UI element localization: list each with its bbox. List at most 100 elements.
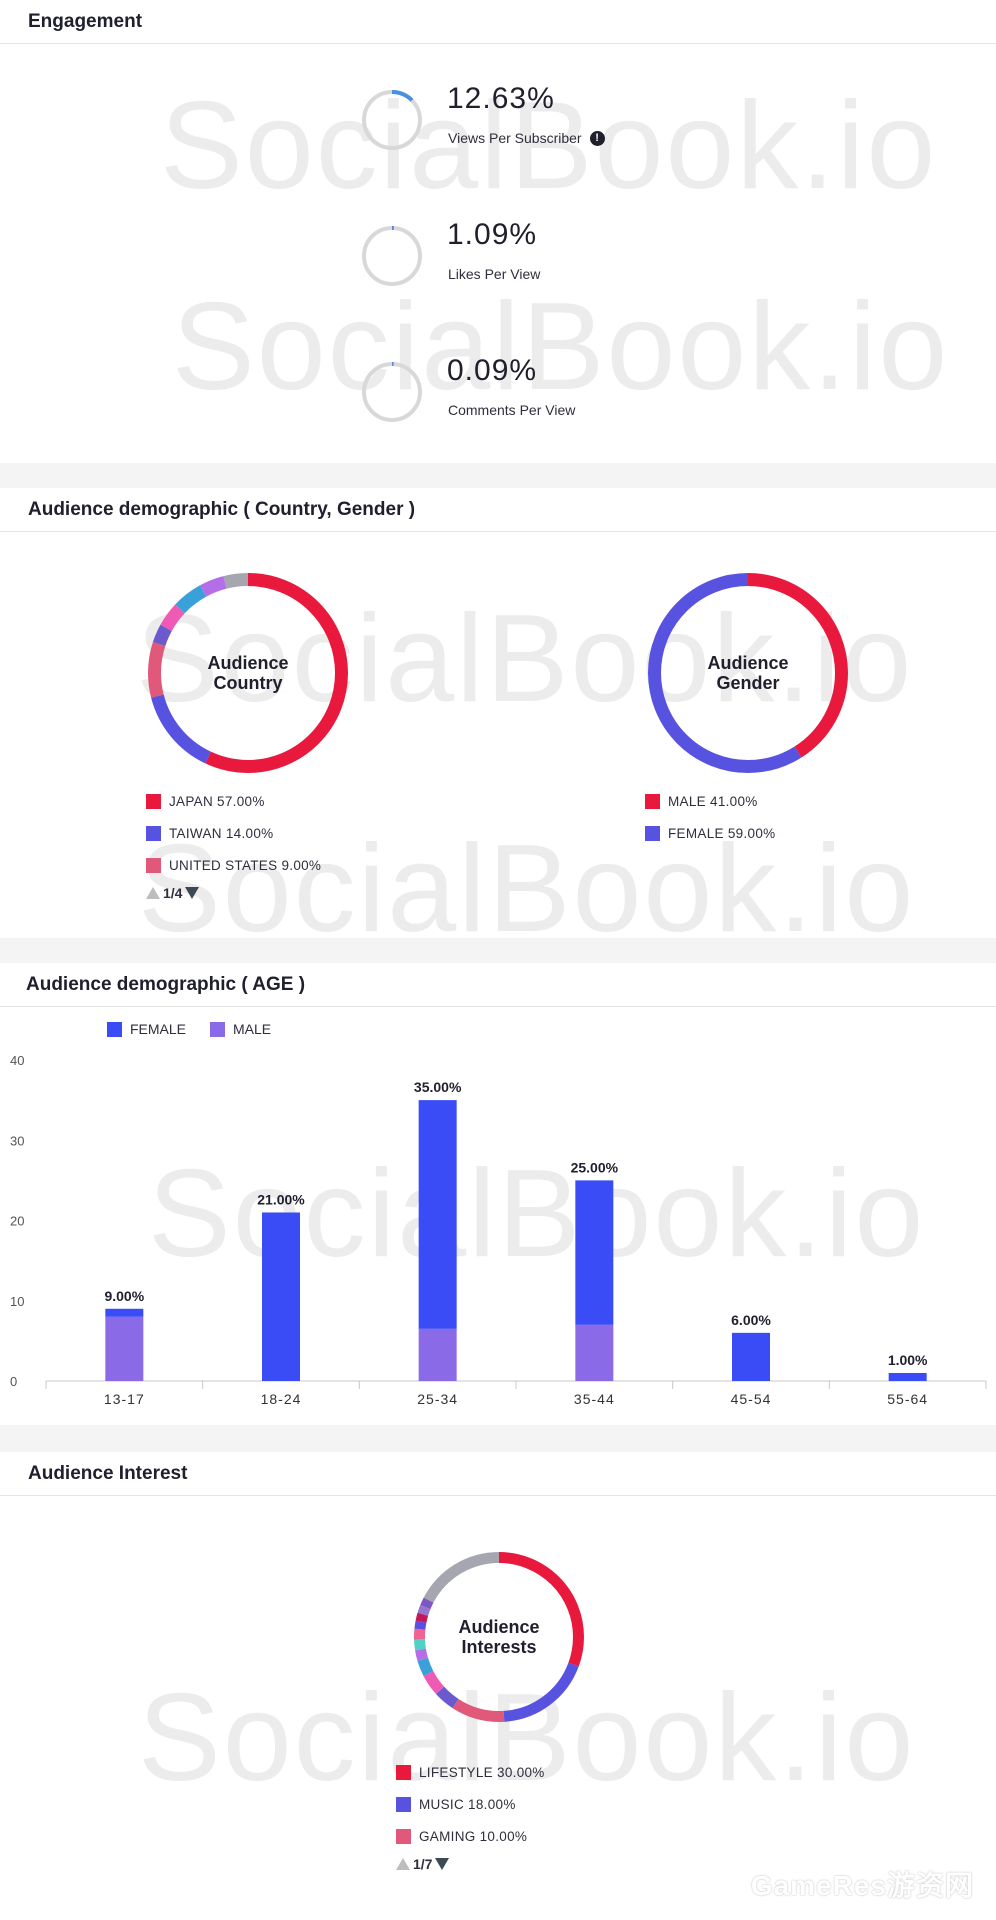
bar-female[interactable] [418, 1100, 457, 1329]
donut-center-label: Country [213, 673, 283, 693]
demographic-title: Audience demographic ( Country, Gender ) [0, 488, 996, 532]
legend-label: MALE [233, 1021, 272, 1037]
data-label: 35.00% [414, 1079, 462, 1095]
donut-center-label: Interests [461, 1637, 537, 1657]
bar-male[interactable] [105, 1316, 144, 1381]
brand-watermark: GameRes游资网 [750, 1870, 974, 1901]
legend-swatch [396, 1796, 411, 1812]
donut-segment[interactable] [648, 573, 848, 773]
legend-label: FEMALE [130, 1021, 187, 1037]
demographic-age-card: SocialBook.io Audience demographic ( AGE… [0, 963, 996, 1425]
bar-female[interactable] [262, 1212, 300, 1381]
legend-label: TAIWAN 14.00% [169, 825, 274, 841]
data-label: 21.00% [257, 1191, 305, 1207]
x-tick-label: 35-44 [574, 1391, 615, 1407]
gender-donut[interactable]: Audience Gender [647, 572, 849, 774]
demographic-country-gender-card: SocialBook.io SocialBook.io Audience dem… [0, 488, 996, 938]
legend-item[interactable]: MALE 41.00% [645, 785, 775, 817]
donut-center-label: Audience [707, 653, 789, 673]
donut-segment[interactable] [148, 573, 348, 773]
x-tick-label: 13-17 [104, 1391, 145, 1407]
legend-item[interactable]: TAIWAN 14.00% [146, 817, 321, 849]
legend-swatch [645, 825, 660, 841]
engagement-title: Engagement [0, 0, 996, 44]
metric-views-per-subscriber: 12.63% Views Per Subscriber ! [360, 82, 760, 172]
metric-likes-per-view: 1.09% Likes Per View [360, 218, 760, 308]
metric-label: Likes Per View [448, 266, 541, 282]
legend-item[interactable]: MUSIC 18.00% [396, 1788, 545, 1820]
ring-track [362, 226, 422, 286]
gender-legend: MALE 41.00% FEMALE 59.00% [645, 785, 775, 849]
country-donut-chart [148, 573, 348, 773]
age-bar-chart: 0 10 20 30 40 9.00% 13-17 21.00% 18-24 35.00% 25-3… [10, 1053, 987, 1407]
metric-label: Views Per Subscriber [448, 130, 582, 146]
bar-female[interactable] [105, 1308, 144, 1317]
donut-segment[interactable] [414, 1552, 584, 1722]
interest-donut[interactable]: Audience Interests [413, 1551, 585, 1723]
bar-female[interactable] [732, 1332, 770, 1381]
data-label: 1.00% [888, 1352, 928, 1368]
engagement-card: SocialBook.io SocialBook.io Engagement 1… [0, 0, 996, 463]
legend-item[interactable]: FEMALE [107, 1021, 186, 1037]
donut-segment[interactable] [414, 1552, 584, 1722]
interest-donut-chart [414, 1552, 584, 1722]
donut-segment[interactable] [414, 1552, 584, 1722]
legend-item[interactable]: MALE [210, 1021, 271, 1037]
donut-segment[interactable] [148, 573, 348, 773]
x-tick-label: 25-34 [417, 1391, 458, 1407]
bar-female[interactable] [888, 1372, 927, 1381]
country-legend: JAPAN 57.00% TAIWAN 14.00% UNITED STATES… [146, 785, 321, 905]
metric-comments-per-view: 0.09% Comments Per View [360, 354, 760, 444]
bar-female[interactable] [575, 1180, 614, 1325]
bar-male[interactable] [418, 1328, 457, 1381]
legend-label: UNITED STATES 9.00% [169, 857, 322, 873]
interest-title: Audience Interest [0, 1452, 996, 1496]
pager-text: 1/7 [413, 1856, 433, 1872]
legend-pager: 1/7 [396, 1852, 545, 1876]
legend-swatch [146, 825, 161, 841]
info-icon[interactable]: ! [589, 130, 605, 146]
y-tick-label: 20 [10, 1214, 24, 1229]
legend-swatch [107, 1021, 122, 1037]
metric-label: Comments Per View [448, 402, 576, 418]
page-down-icon[interactable] [435, 1858, 450, 1870]
gender-donut-chart [648, 573, 848, 773]
bar-male[interactable] [575, 1324, 614, 1381]
legend-swatch [645, 793, 660, 809]
country-donut[interactable]: Audience Country [147, 572, 349, 774]
y-tick-label: 10 [10, 1294, 24, 1309]
x-tick-label: 45-54 [731, 1391, 772, 1407]
legend-item[interactable]: GAMING 10.00% [396, 1820, 545, 1852]
legend-item[interactable]: JAPAN 57.00% [146, 785, 321, 817]
progress-ring [362, 90, 422, 150]
metric-value: 1.09% [447, 218, 538, 251]
donut-center-label: Gender [716, 673, 780, 693]
y-tick-label: 0 [10, 1374, 17, 1389]
legend-swatch [396, 1828, 411, 1844]
ring-progress [362, 226, 422, 286]
progress-ring [362, 226, 422, 286]
legend-label: MUSIC 18.00% [419, 1796, 516, 1812]
legend-item[interactable]: FEMALE 59.00% [645, 817, 775, 849]
page-down-icon[interactable] [185, 887, 200, 899]
page-up-icon[interactable] [146, 887, 160, 899]
pager-text: 1/4 [163, 885, 183, 901]
data-label: 6.00% [731, 1312, 771, 1328]
y-tick-label: 40 [10, 1053, 24, 1068]
data-label: 25.00% [571, 1159, 619, 1175]
donut-center-label: Audience [458, 1617, 540, 1637]
page-up-icon[interactable] [396, 1858, 410, 1870]
data-label: 9.00% [104, 1288, 144, 1304]
legend-swatch [146, 793, 161, 809]
x-tick-label: 18-24 [261, 1391, 302, 1407]
x-tick-label: 55-64 [887, 1391, 928, 1407]
legend-item[interactable]: LIFESTYLE 30.00% [396, 1756, 545, 1788]
legend-swatch [210, 1021, 226, 1037]
legend-label: MALE 41.00% [668, 793, 758, 809]
legend-label: LIFESTYLE 30.00% [419, 1764, 545, 1780]
legend-item[interactable]: UNITED STATES 9.00% [146, 849, 321, 881]
age-title: Audience demographic ( AGE ) [0, 963, 996, 1007]
legend-swatch [146, 857, 161, 873]
ring-track [362, 362, 422, 422]
metric-value: 0.09% [447, 354, 538, 387]
